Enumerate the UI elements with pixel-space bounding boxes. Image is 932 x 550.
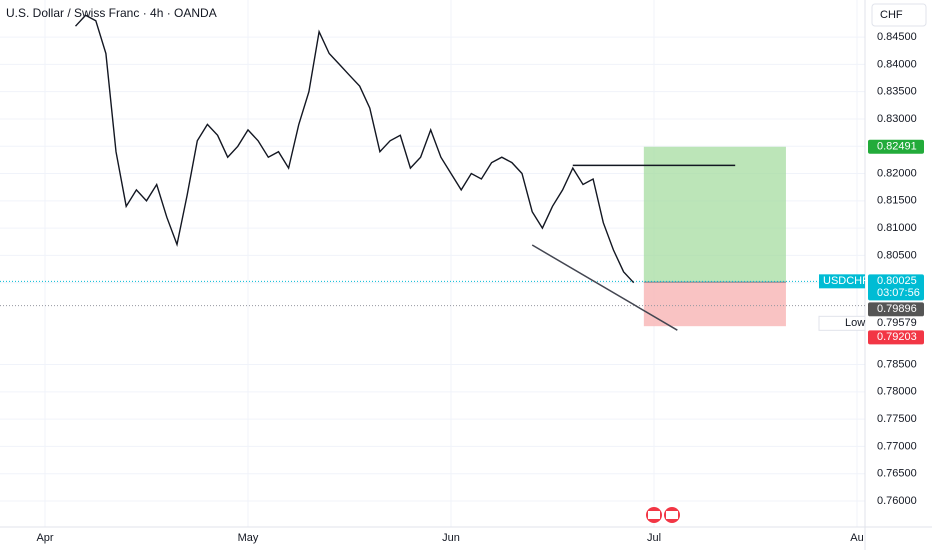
y-tick-label: 0.83000: [877, 113, 917, 125]
x-tick-label: Apr: [36, 532, 53, 544]
y-tick-label: 0.81000: [877, 222, 917, 234]
symbol-box: [819, 274, 865, 289]
countdown: 03:07:56: [877, 287, 920, 299]
x-tick-label: Au: [850, 532, 863, 544]
y-tick-label: 0.84500: [877, 31, 917, 43]
price-label-box: [868, 302, 924, 317]
price-label-box: [868, 330, 924, 345]
price-line-series: [74, 14, 635, 284]
price-label-box: [868, 274, 924, 301]
symbol-label: Low: [845, 317, 865, 329]
y-tick-label: 0.78000: [877, 386, 917, 398]
y-tick-label: 0.77000: [877, 440, 917, 452]
currency-box[interactable]: [871, 3, 927, 27]
price-label: 0.79579: [877, 317, 917, 329]
y-tick-label: 0.81500: [877, 195, 917, 207]
profit-zone: [643, 146, 786, 283]
chart-title: U.S. Dollar / Swiss Franc · 4h · OANDA: [6, 6, 217, 20]
x-tick-label: Jun: [442, 532, 460, 544]
y-tick-label: 0.82000: [877, 167, 917, 179]
y-tick-label: 0.83500: [877, 86, 917, 98]
price-label: 0.80025: [877, 275, 917, 287]
currency: CHF: [880, 9, 903, 21]
x-tick-label: May: [238, 532, 259, 544]
y-tick-label: 0.77500: [877, 413, 917, 425]
event-icon-flag: [648, 511, 660, 519]
calendar-icons: [646, 507, 680, 523]
symbol-label: USDCHF: [823, 275, 869, 287]
x-tick-label: Jul: [647, 532, 661, 544]
trend-line: [531, 244, 678, 331]
y-tick-label: 0.80500: [877, 249, 917, 261]
price-label: 0.82491: [877, 141, 917, 153]
symbol-box: [818, 315, 866, 331]
y-tick-label: 0.78500: [877, 358, 917, 370]
event-icon-flag: [666, 511, 678, 519]
loss-zone: [643, 282, 786, 327]
price-label-box: [868, 316, 924, 331]
y-tick-label: 0.76000: [877, 495, 917, 507]
y-tick-label: 0.84000: [877, 58, 917, 70]
price-label: 0.79203: [877, 331, 917, 343]
price-label-box: [868, 139, 924, 154]
price-label: 0.79896: [877, 303, 917, 315]
y-tick-label: 0.76500: [877, 468, 917, 480]
